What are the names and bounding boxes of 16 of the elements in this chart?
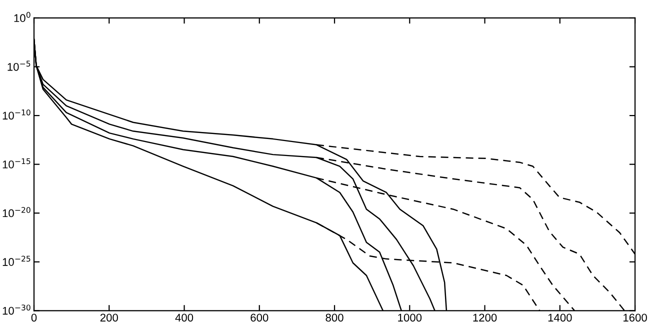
y-tick-label: 10$^{−10}$: [2, 109, 30, 120]
y-tick-label: 10$^{−30}$: [2, 304, 30, 315]
y-tick-label: 10$^{0}$: [14, 12, 30, 22]
x-tick-label: 1400: [548, 314, 572, 322]
x-tick-label: 0: [31, 314, 37, 322]
x-tick-label: 200: [100, 314, 118, 322]
x-tick-label: 800: [326, 314, 344, 322]
x-tick-label: 1600: [624, 314, 647, 322]
x-tick-label: 400: [175, 314, 194, 322]
y-tick-label: 10$^{−5}$: [8, 60, 30, 71]
x-tick-label: 1200: [473, 314, 497, 322]
x-tick-label: 600: [250, 314, 268, 322]
y-tick-label: 10$^{−15}$: [2, 158, 30, 168]
y-tick-label: 10$^{−25}$: [2, 256, 30, 266]
y-tick-label: 10$^{−20}$: [2, 207, 30, 218]
x-tick-label: 1000: [398, 314, 422, 322]
